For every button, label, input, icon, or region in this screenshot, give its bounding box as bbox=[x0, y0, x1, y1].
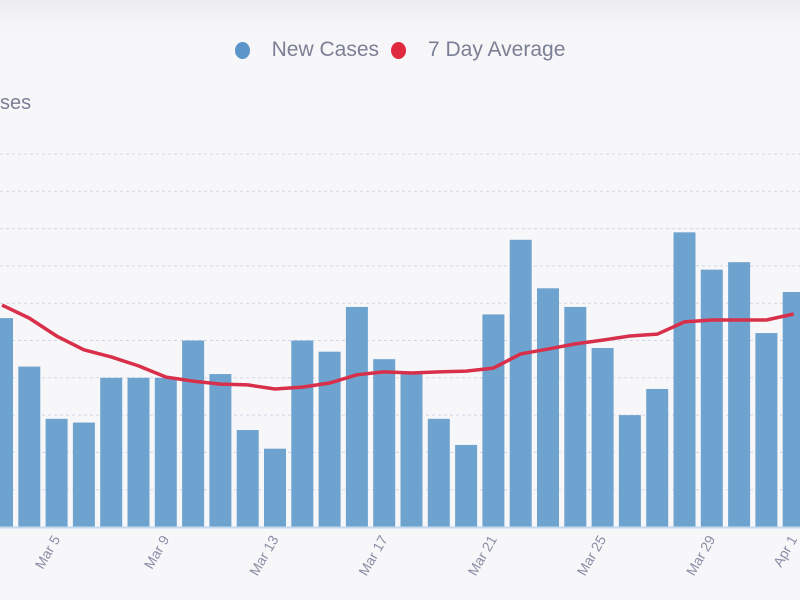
bar bbox=[127, 377, 150, 527]
bar bbox=[400, 374, 423, 527]
bar bbox=[591, 347, 614, 527]
bar bbox=[646, 388, 669, 527]
legend-item-7-day-average[interactable]: 7 Day Average bbox=[391, 38, 565, 62]
bar bbox=[318, 351, 341, 527]
average-line bbox=[1, 303, 795, 391]
x-tick-label: Mar 9 bbox=[141, 532, 173, 571]
bar bbox=[482, 314, 505, 527]
bar bbox=[100, 377, 123, 527]
bar bbox=[264, 448, 286, 527]
x-tick-label: Mar 29 bbox=[683, 532, 719, 578]
x-tick-label: Mar 13 bbox=[246, 532, 282, 578]
bar bbox=[182, 340, 205, 527]
bar bbox=[700, 269, 723, 527]
bar bbox=[291, 340, 314, 527]
bar bbox=[345, 306, 368, 527]
legend-dot-icon bbox=[391, 41, 406, 59]
bar bbox=[427, 418, 450, 527]
bar bbox=[154, 377, 177, 527]
x-tick-label: Apr 1 bbox=[770, 532, 800, 569]
x-tick-label: Mar 21 bbox=[464, 532, 500, 578]
x-tick-label: Mar 25 bbox=[574, 532, 610, 578]
bar bbox=[728, 262, 751, 527]
legend-item-new-cases[interactable]: New Cases bbox=[234, 38, 379, 62]
bar bbox=[755, 333, 778, 527]
bar bbox=[455, 444, 478, 527]
bar bbox=[673, 232, 696, 527]
y-axis-label: ses bbox=[0, 92, 32, 114]
bar bbox=[18, 366, 41, 527]
bar bbox=[564, 306, 587, 527]
legend-dot-icon bbox=[234, 41, 250, 59]
bar bbox=[0, 318, 13, 527]
legend-label: New Cases bbox=[271, 38, 379, 61]
bar bbox=[209, 374, 232, 527]
x-tick-label: Mar 5 bbox=[31, 532, 63, 571]
bar bbox=[782, 292, 800, 527]
bar bbox=[509, 239, 532, 528]
bar bbox=[618, 415, 641, 527]
legend-label: 7 Day Average bbox=[428, 38, 566, 61]
bar bbox=[72, 422, 95, 527]
bar bbox=[373, 359, 396, 527]
bar bbox=[45, 418, 68, 527]
x-tick-label: Mar 17 bbox=[355, 532, 391, 578]
bar bbox=[537, 288, 559, 527]
bar bbox=[236, 430, 259, 527]
legend: New Cases 7 Day Average bbox=[0, 38, 800, 62]
